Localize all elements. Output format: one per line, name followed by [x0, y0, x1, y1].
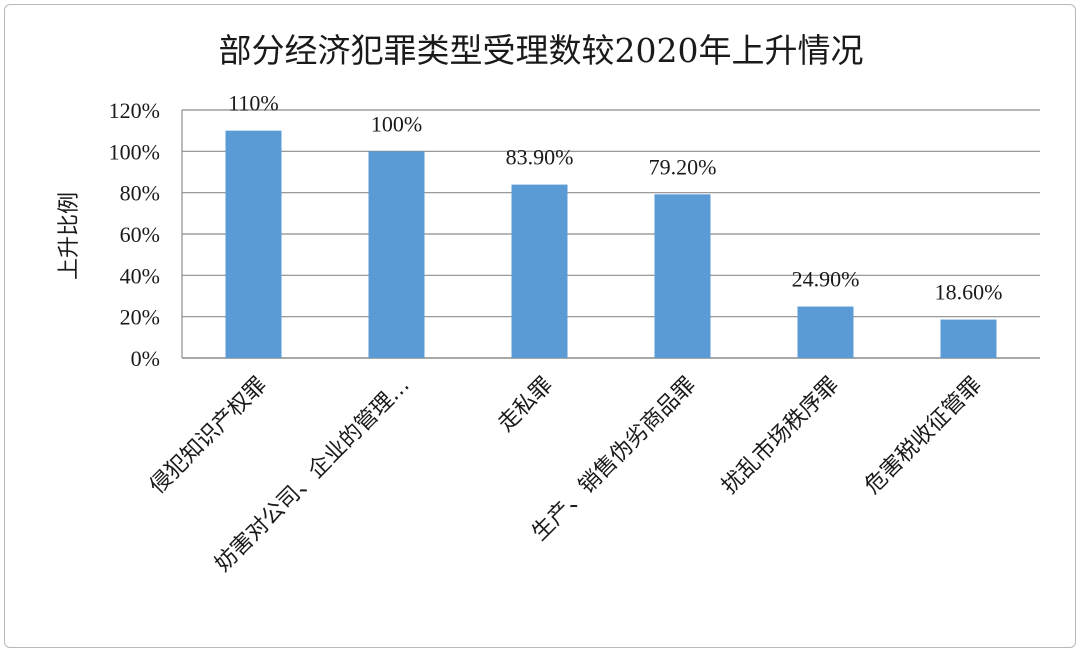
bar: [368, 151, 425, 358]
bar: [797, 306, 854, 358]
data-label: 79.20%: [649, 154, 717, 179]
y-axis-label: 上升比例: [57, 192, 82, 280]
data-label: 110%: [228, 91, 279, 116]
data-label: 100%: [371, 111, 422, 136]
category-label: 生产、销售伪劣商品罪: [527, 373, 700, 546]
y-tick-label: 40%: [120, 263, 160, 288]
data-label: 24.90%: [792, 267, 860, 292]
y-tick-label: 20%: [120, 305, 160, 330]
y-tick-label: 120%: [109, 98, 160, 123]
bars: [225, 130, 997, 358]
category-label: 侵犯知识产权罪: [145, 373, 272, 500]
y-axis-ticks: 0% 20% 40% 60% 80% 100% 120%: [109, 98, 160, 371]
chart-title: 部分经济犯罪类型受理数较2020年上升情况: [219, 31, 864, 70]
data-label: 83.90%: [506, 145, 574, 170]
bar: [225, 130, 282, 358]
category-label: 危害税收征管罪: [860, 373, 987, 500]
y-tick-label: 60%: [120, 222, 160, 247]
category-labels: 侵犯知识产权罪妨害对公司、企业的管理… 走私罪生产、销售伪劣商品罪 扰乱市场秩序罪危…: [145, 373, 987, 577]
y-tick-label: 0%: [131, 346, 160, 371]
gridlines: [181, 109, 1040, 359]
y-tick-label: 80%: [120, 181, 160, 206]
data-labels: 110% 100% 83.90% 79.20% 24.90% 18.60%: [228, 91, 1002, 305]
y-tick-label: 100%: [109, 139, 160, 164]
bar: [511, 184, 568, 358]
bar: [940, 319, 997, 358]
category-label: 扰乱市场秩序罪: [717, 373, 844, 500]
category-label: 走私罪: [493, 373, 557, 437]
data-label: 18.60%: [935, 280, 1003, 305]
bar: [654, 194, 711, 358]
